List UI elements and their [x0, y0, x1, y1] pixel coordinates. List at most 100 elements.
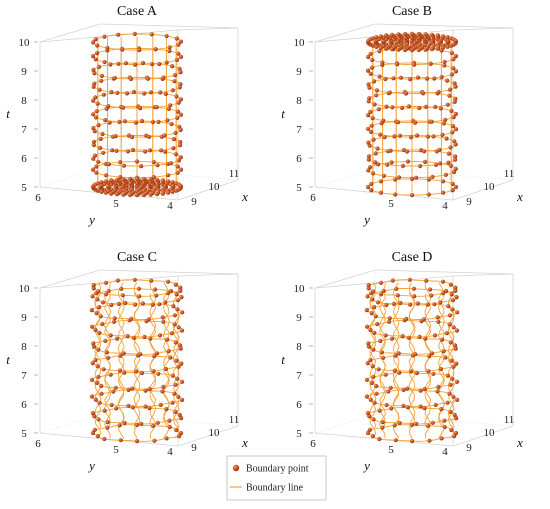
boundary-point — [418, 388, 423, 393]
boundary-point — [147, 406, 152, 411]
boundary-point — [377, 74, 382, 79]
boundary-point — [413, 120, 418, 125]
boundary-point — [178, 167, 184, 172]
boundary-point — [366, 54, 371, 60]
boundary-point — [382, 135, 387, 140]
boundary-point — [165, 279, 171, 284]
boundary-point — [368, 327, 373, 332]
boundary-point — [170, 183, 175, 188]
boundary-point — [97, 87, 102, 92]
boundary-point — [116, 301, 121, 306]
boundary-point — [158, 90, 163, 95]
boundary-point — [175, 307, 180, 312]
boundary-point — [408, 135, 414, 140]
boundary-point — [102, 59, 107, 65]
boundary-point — [103, 292, 109, 297]
t-tick-label: 5 — [296, 428, 302, 440]
boundary-point — [94, 164, 99, 169]
boundary-point — [172, 322, 177, 327]
boundary-point — [129, 134, 135, 140]
boundary-point — [451, 394, 456, 399]
boundary-point — [403, 47, 408, 53]
boundary-point — [124, 91, 130, 96]
boundary-point — [436, 319, 441, 324]
boundary-point — [102, 34, 107, 39]
boundary-point — [91, 126, 96, 131]
frame-edge — [452, 425, 514, 447]
boundary-point — [178, 139, 183, 145]
y-tick-label: 6 — [310, 192, 316, 204]
boundary-point — [118, 438, 123, 443]
y-tick-label: 4 — [167, 200, 173, 212]
boundary-point — [415, 301, 420, 306]
boundary-point — [143, 149, 148, 154]
boundary-point — [416, 47, 421, 53]
boundary-point — [155, 420, 160, 425]
boundary-point — [453, 127, 459, 132]
boundary-point — [431, 371, 436, 376]
boundary-point — [451, 57, 456, 62]
boundary-point — [139, 421, 144, 426]
boundary-point — [447, 313, 452, 318]
boundary-point — [172, 73, 178, 78]
boundary-point — [165, 118, 170, 123]
boundary-point — [101, 367, 106, 372]
boundary-point — [103, 118, 108, 123]
boundary-point — [101, 150, 106, 155]
boundary-point — [93, 95, 98, 100]
boundary-point — [115, 278, 120, 283]
boundary-point — [114, 192, 120, 197]
boundary-point — [364, 308, 369, 313]
boundary-point — [422, 406, 427, 411]
boundary-point — [452, 412, 457, 417]
boundary-point — [400, 334, 405, 339]
boundary-point — [378, 280, 384, 285]
boundary-point — [395, 293, 400, 298]
boundary-point — [432, 302, 437, 307]
boundary-point — [453, 346, 458, 351]
t-tick-label: 6 — [296, 153, 302, 165]
boundary-point — [134, 439, 140, 444]
boundary-point — [94, 311, 99, 316]
boundary-point — [371, 289, 376, 294]
boundary-point — [393, 192, 398, 197]
boundary-point — [100, 321, 105, 327]
boundary-point — [364, 394, 369, 399]
boundary-point — [380, 425, 385, 430]
boundary-points — [89, 277, 185, 444]
boundary-point — [444, 331, 449, 336]
boundary-point — [455, 379, 460, 384]
boundary-point — [166, 173, 171, 178]
x-tick-label: 9 — [466, 442, 472, 454]
boundary-point — [424, 278, 429, 283]
boundary-point — [443, 172, 448, 177]
boundary-point — [117, 119, 122, 124]
boundary-point — [114, 336, 120, 341]
x-tick-label: 10 — [484, 181, 496, 193]
boundary-point — [389, 47, 395, 52]
boundary-point — [391, 76, 396, 81]
boundary-point — [110, 148, 115, 153]
boundary-point — [425, 302, 430, 307]
boundary-point — [161, 384, 166, 389]
boundary-point — [445, 102, 450, 107]
boundary-point — [175, 298, 180, 303]
boundary-point — [99, 189, 104, 194]
boundary-point — [368, 357, 373, 363]
boundary-point — [433, 162, 439, 167]
boundary-point — [381, 355, 386, 360]
boundary-point — [116, 32, 121, 37]
frame-edge — [374, 23, 514, 29]
boundary-point — [180, 310, 185, 315]
boundary-point — [103, 190, 108, 195]
y-tick-label: 5 — [388, 198, 394, 210]
boundary-point — [91, 67, 96, 72]
boundary-point — [445, 373, 450, 378]
boundary-point — [379, 350, 384, 355]
boundary-point — [372, 305, 377, 310]
boundary-point — [90, 361, 95, 366]
boundary-point — [118, 353, 123, 358]
boundary-point — [174, 94, 179, 99]
boundary-points — [365, 31, 459, 198]
boundary-point — [89, 377, 94, 382]
